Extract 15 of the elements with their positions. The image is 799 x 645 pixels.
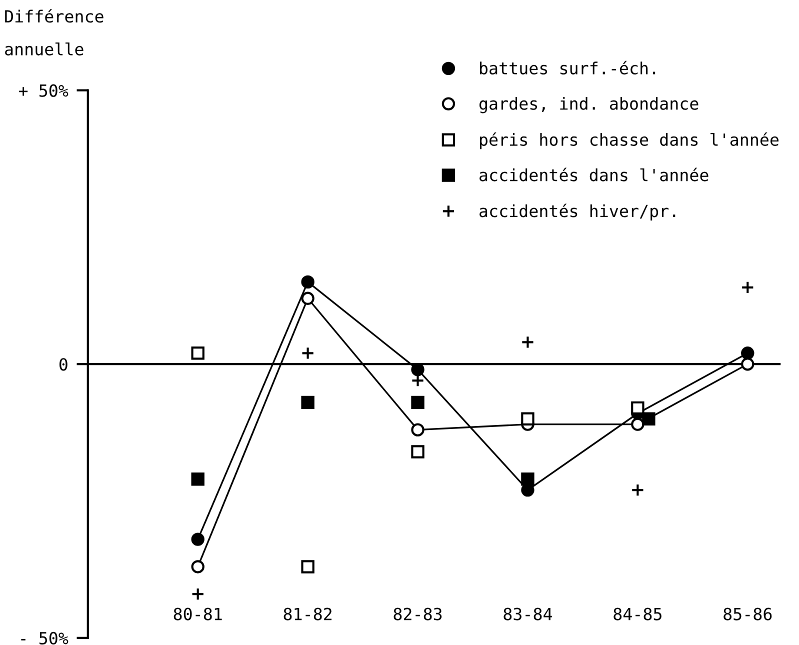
x-tick-label: 84-85 — [614, 608, 662, 620]
y-tick-label: 0 — [59, 358, 68, 371]
y-tick-label: + 50% — [18, 84, 68, 97]
x-tick-label: 85-86 — [724, 608, 772, 620]
legend-label: péris hors chasse dans l'année — [480, 132, 779, 150]
legend-label: gardes, ind. abondance — [479, 96, 698, 114]
y-axis-title: Différence annuelle — [5, 9, 104, 56]
x-tick-label: 80-81 — [174, 608, 222, 620]
y-tick-label: - 50% — [21, 632, 68, 645]
x-tick-label: 83-84 — [504, 608, 552, 620]
legend-label: accidentés dans l'année — [480, 168, 708, 182]
x-tick-label: 81-82 — [284, 608, 332, 620]
legend-label: battues surf.-éch. — [480, 60, 656, 74]
x-tick-label: 82-83 — [394, 608, 442, 620]
legend-label: accidentés hiver/pr. — [480, 204, 676, 221]
